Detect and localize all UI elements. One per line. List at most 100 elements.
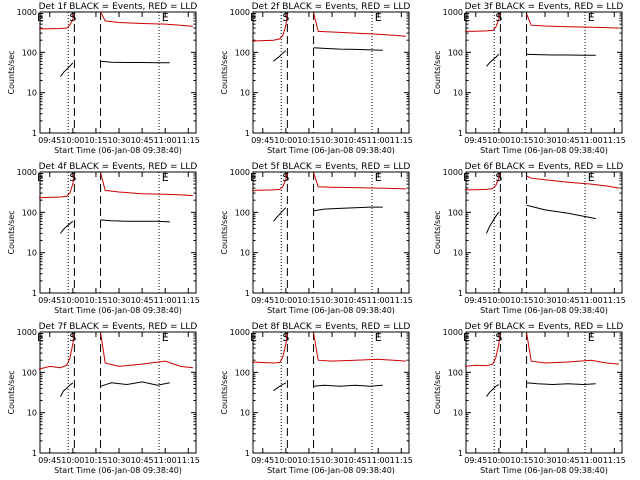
y-tick-label: 10 [453, 249, 463, 258]
panel-title: Det 1f BLACK = Events, RED = LLD [39, 2, 198, 12]
x-tick-label: 10:00 [274, 136, 297, 145]
x-tick-label: 11:15 [177, 456, 200, 465]
y-axis-label: Counts/sec [220, 370, 229, 414]
x-tick-label: 09:45 [38, 296, 61, 305]
x-tick-label: 10:45 [131, 456, 154, 465]
x-tick-label: 10:00 [61, 456, 84, 465]
plot-frame [252, 11, 410, 134]
marker-label: S [495, 331, 502, 344]
x-tick-label: 10:15 [84, 296, 107, 305]
series-events [486, 384, 500, 397]
x-tick-label: 09:45 [251, 456, 274, 465]
y-tick-label: 10 [453, 89, 463, 98]
y-tick-label: 10 [240, 89, 250, 98]
plot-frame [252, 331, 410, 454]
x-tick-label: 10:45 [344, 296, 367, 305]
marker-label: S [69, 331, 76, 344]
marker-label: E [463, 171, 470, 184]
x-axis-label: Start Time (06-Jan-08 09:38:40) [480, 306, 608, 315]
series-lld [100, 172, 193, 197]
x-tick-label: 10:15 [510, 296, 533, 305]
panel-det-8: Det 8f BLACK = Events, RED = LLD 1 10 100 10… [220, 322, 413, 475]
y-tick-label: 1 [458, 129, 463, 138]
marker-label: E [162, 11, 169, 24]
marker-label: S [495, 11, 502, 24]
series-events [486, 53, 500, 67]
panel-det-5: Det 5f BLACK = Events, RED = LLD 1 10 100 10… [220, 162, 413, 315]
x-tick-label: 11:15 [603, 136, 626, 145]
series-events [313, 384, 383, 387]
series-lld [526, 332, 619, 365]
y-tick-label: 1 [458, 289, 463, 298]
x-tick-label: 11:00 [580, 136, 603, 145]
series-events [273, 207, 287, 222]
y-tick-label: 100 [448, 48, 463, 57]
panel-det-4: Det 4f BLACK = Events, RED = LLD 1 10 100 10… [7, 162, 200, 315]
x-tick-label: 10:00 [274, 296, 297, 305]
y-tick-label: 1000 [17, 168, 37, 177]
x-tick-label: 10:30 [533, 456, 556, 465]
x-tick-label: 10:00 [61, 296, 84, 305]
plot-frame [252, 171, 410, 294]
x-tick-label: 11:15 [603, 456, 626, 465]
y-tick-label: 1000 [230, 168, 250, 177]
x-tick-label: 11:00 [154, 136, 177, 145]
x-tick-label: 09:45 [464, 296, 487, 305]
series-events [60, 382, 74, 397]
x-tick-label: 10:45 [557, 456, 580, 465]
x-tick-label: 09:45 [251, 136, 274, 145]
series-lld [526, 13, 619, 29]
x-tick-label: 11:00 [580, 296, 603, 305]
marker-label: E [375, 11, 382, 24]
y-axis-label: Counts/sec [433, 370, 442, 414]
y-tick-label: 1 [245, 449, 250, 458]
x-axis-label: Start Time (06-Jan-08 09:38:40) [480, 146, 608, 155]
marker-label: E [250, 11, 257, 24]
marker-label: S [282, 331, 289, 344]
y-axis-label: Counts/sec [7, 210, 16, 254]
series-events [526, 53, 596, 56]
x-tick-label: 10:30 [107, 456, 130, 465]
series-events [60, 62, 74, 77]
marker-label: E [375, 331, 382, 344]
series-lld [100, 332, 193, 369]
series-lld [251, 332, 288, 364]
x-axis-label: Start Time (06-Jan-08 09:38:40) [54, 466, 182, 475]
series-lld [464, 172, 501, 191]
y-tick-label: 10 [27, 89, 37, 98]
panel-title: Det 6f BLACK = Events, RED = LLD [465, 162, 624, 172]
y-tick-label: 1 [458, 449, 463, 458]
x-tick-label: 11:15 [390, 456, 413, 465]
panel-title: Det 8f BLACK = Events, RED = LLD [252, 322, 411, 332]
y-tick-label: 1000 [443, 168, 463, 177]
series-events [100, 60, 170, 64]
marker-label: S [69, 11, 76, 24]
x-tick-label: 10:45 [344, 136, 367, 145]
y-tick-label: 1 [245, 129, 250, 138]
x-tick-label: 10:15 [297, 456, 320, 465]
y-tick-label: 100 [235, 48, 250, 57]
plot-frame [39, 331, 197, 454]
x-axis-label: Start Time (06-Jan-08 09:38:40) [54, 306, 182, 315]
series-lld [464, 12, 501, 32]
series-lld [313, 332, 406, 362]
x-tick-label: 09:45 [38, 456, 61, 465]
series-lld [251, 13, 288, 42]
x-tick-label: 10:30 [107, 296, 130, 305]
x-tick-label: 10:30 [533, 296, 556, 305]
y-tick-label: 1000 [17, 8, 37, 17]
series-events [526, 382, 596, 386]
y-tick-label: 1000 [230, 8, 250, 17]
marker-label: S [282, 11, 289, 24]
y-axis-label: Counts/sec [433, 210, 442, 254]
x-tick-label: 11:00 [154, 456, 177, 465]
y-tick-label: 1000 [230, 328, 250, 337]
panel-title: Det 3f BLACK = Events, RED = LLD [465, 2, 624, 12]
y-tick-label: 10 [240, 409, 250, 418]
series-lld [526, 175, 619, 189]
marker-label: S [282, 171, 289, 184]
y-tick-label: 1 [32, 449, 37, 458]
marker-label: E [588, 11, 595, 24]
